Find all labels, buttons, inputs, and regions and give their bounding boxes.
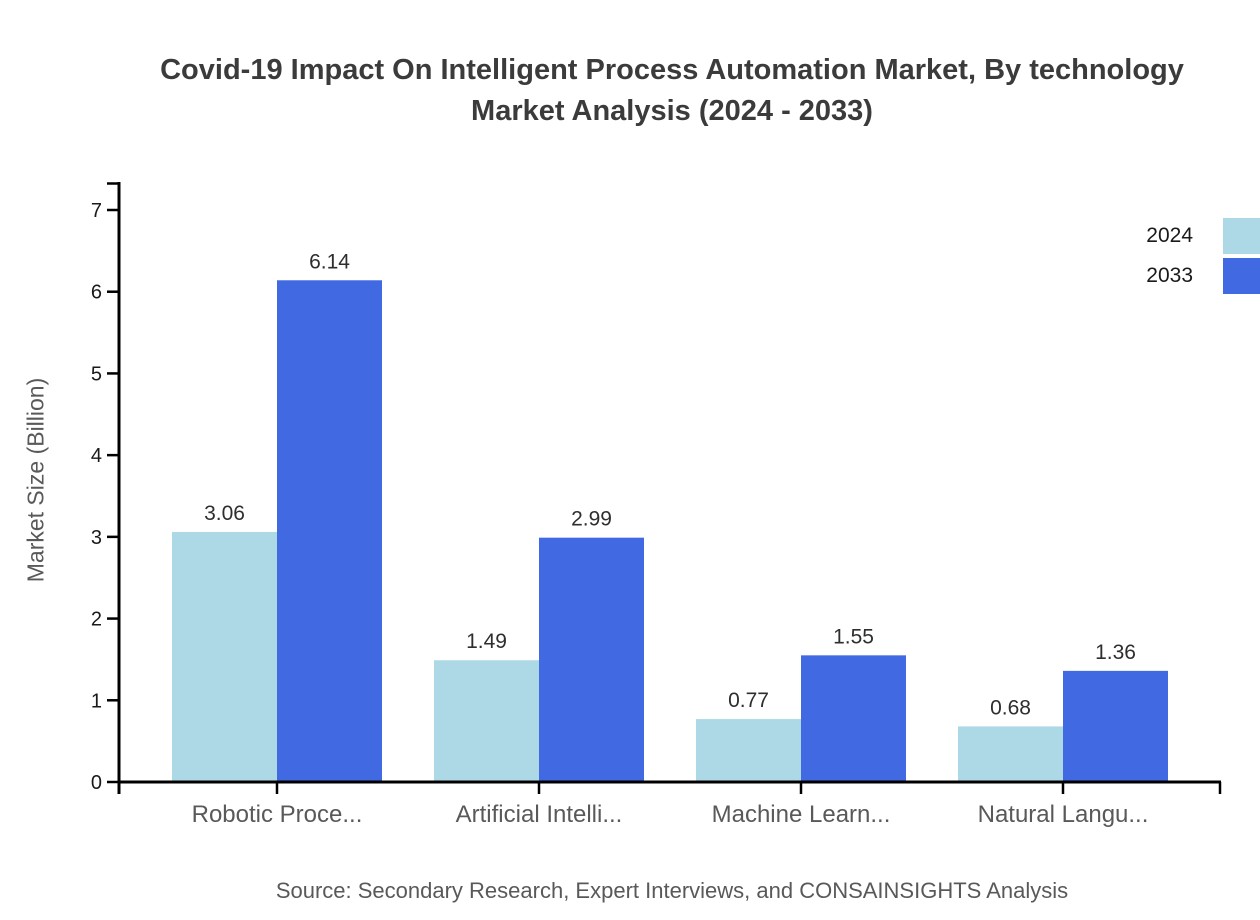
chart-title-line2: Market Analysis (2024 - 2033)	[471, 95, 873, 127]
legend-swatch-2024	[1223, 218, 1260, 254]
bar-2033-3	[801, 655, 906, 782]
bar-value-label: 1.55	[833, 625, 874, 648]
legend-swatch-2033	[1223, 258, 1260, 294]
bar-2033-1	[277, 280, 382, 782]
source-note: Source: Secondary Research, Expert Inter…	[275, 878, 1069, 903]
bar-2024-3	[696, 719, 801, 782]
bar-2033-2	[539, 537, 644, 782]
x-category-label: Robotic Proce...	[192, 801, 363, 828]
y-tick-label: 1	[91, 690, 102, 712]
x-category-label: Machine Learn...	[712, 801, 891, 828]
bar-value-label: 1.49	[466, 630, 507, 653]
legend-item-2024: 2024	[1146, 218, 1260, 254]
x-category-label: Artificial Intelli...	[456, 801, 623, 828]
y-tick-label: 2	[91, 609, 102, 631]
bar-value-label: 2.99	[571, 508, 612, 531]
bar-value-label: 0.68	[990, 696, 1031, 719]
bar-value-label: 3.06	[204, 502, 245, 525]
y-tick-label: 6	[91, 282, 102, 304]
bar-2033-4	[1063, 670, 1168, 782]
legend-label-2033: 2033	[1146, 264, 1193, 287]
legend: 2024 2033	[1146, 218, 1260, 294]
bar-value-label: 0.77	[728, 689, 769, 712]
x-category-label: Natural Langu...	[978, 801, 1149, 828]
bar-2024-1	[172, 531, 277, 782]
y-tick-label: 0	[91, 772, 102, 794]
y-tick-label: 5	[91, 363, 102, 385]
legend-item-2033: 2033	[1146, 258, 1260, 294]
bar-2024-4	[958, 726, 1063, 782]
chart-title: Covid-19 Impact On Intelligent Process A…	[92, 50, 1252, 132]
legend-label-2024: 2024	[1146, 224, 1193, 247]
y-tick-label: 7	[91, 200, 102, 222]
bar-2024-2	[434, 660, 539, 782]
y-tick-label: 3	[91, 527, 102, 549]
chart-title-line1: Covid-19 Impact On Intelligent Process A…	[160, 54, 1184, 86]
y-tick-label: 4	[91, 445, 102, 467]
bar-value-label: 6.14	[309, 250, 350, 273]
bar-value-label: 1.36	[1095, 641, 1136, 664]
